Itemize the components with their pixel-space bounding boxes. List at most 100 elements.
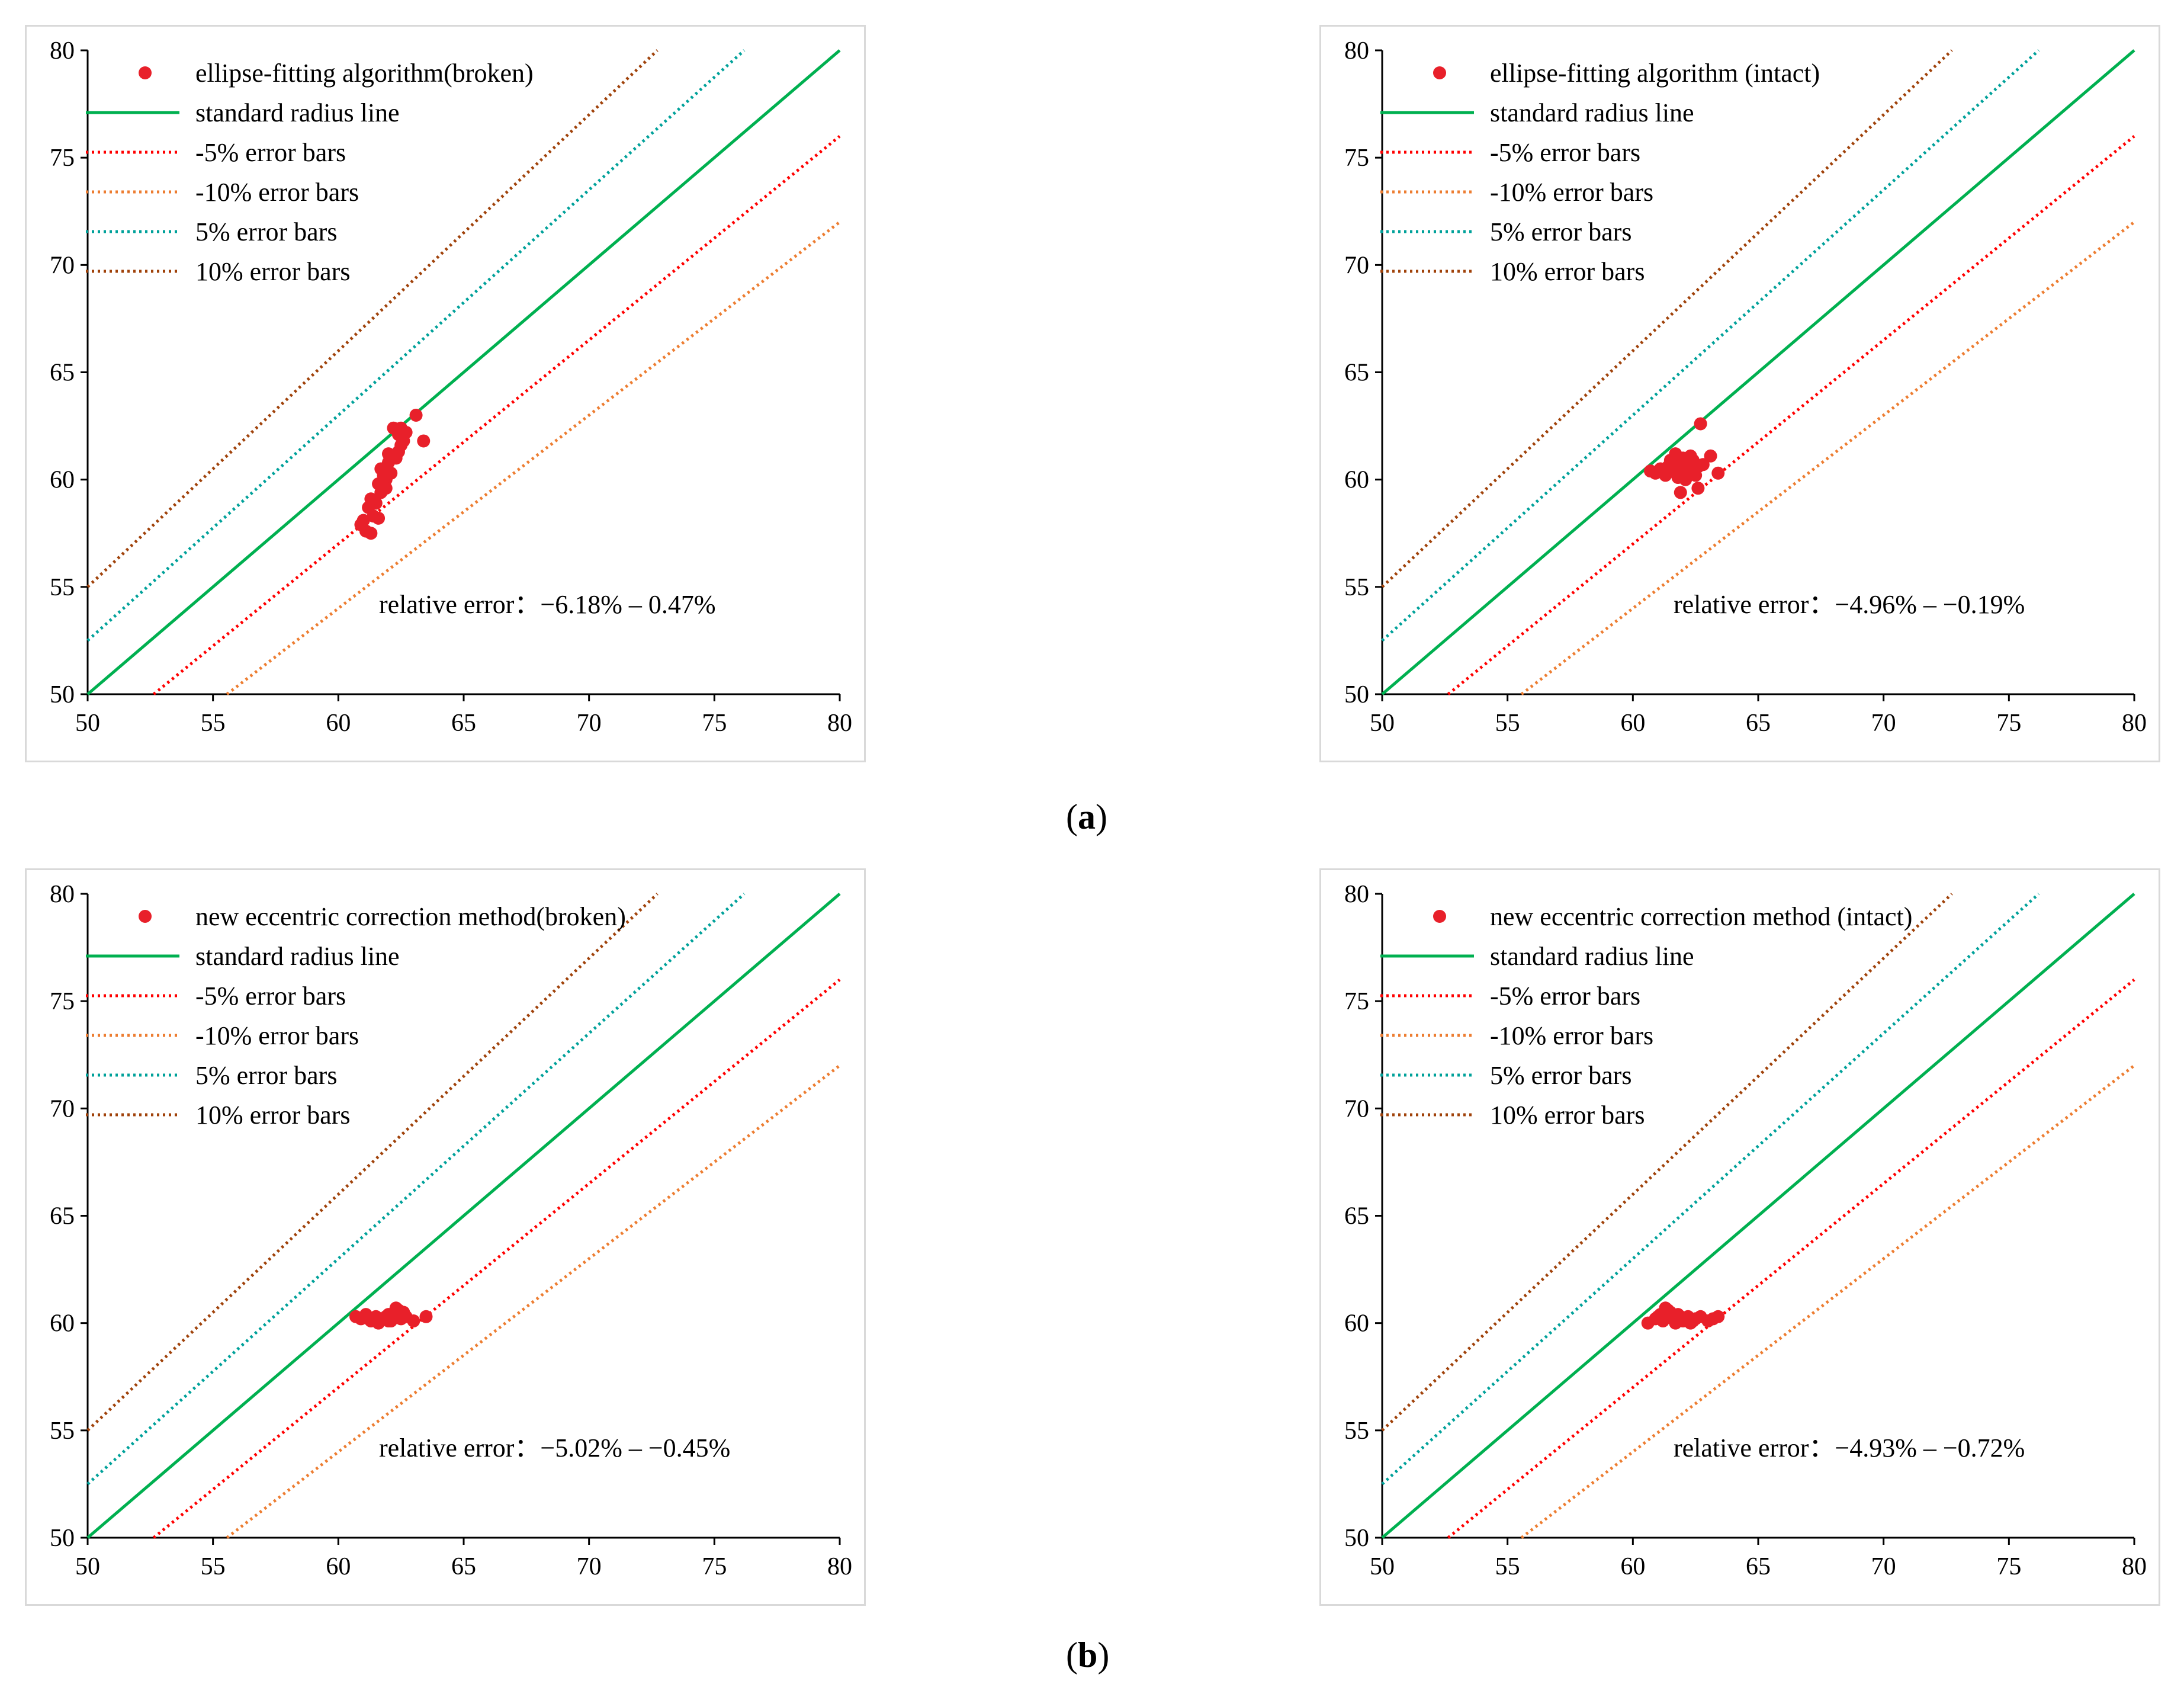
data-point bbox=[1711, 466, 1725, 480]
x-tick-label: 65 bbox=[451, 710, 476, 737]
legend-label: standard radius line bbox=[1490, 98, 1694, 127]
y-tick-label: 65 bbox=[1344, 1203, 1369, 1230]
legend-label: 10% error bars bbox=[1490, 1101, 1645, 1130]
y-tick-label: 65 bbox=[50, 1203, 75, 1230]
y-tick-label: 60 bbox=[50, 467, 75, 494]
x-tick-label: 75 bbox=[1996, 1553, 2021, 1580]
legend-label: -5% error bars bbox=[195, 981, 346, 1011]
relative-error-annotation: relative error：−4.93% – −0.72% bbox=[1674, 1433, 2025, 1462]
legend-marker bbox=[1433, 66, 1446, 79]
y-tick-label: 60 bbox=[1344, 467, 1369, 494]
x-tick-label: 65 bbox=[451, 1553, 476, 1580]
series-line-standard-radius-line bbox=[86, 893, 841, 1539]
x-tick-label: 75 bbox=[1996, 710, 2021, 737]
series-line--10-error-bars bbox=[1520, 1064, 2135, 1539]
data-point bbox=[1679, 473, 1692, 486]
chart-svg: 50 55 60 65 70 75 80 50 55 60 65 70 75 80 new eccentri… bbox=[50, 881, 852, 1580]
chart-panel-a-intact: 50 55 60 65 70 75 80 50 55 60 65 70 75 80 ellipse-fitt… bbox=[1319, 25, 2160, 762]
y-tick-label: 80 bbox=[1344, 881, 1369, 908]
series-line--10-error-bars bbox=[226, 1064, 841, 1539]
y-tick-label: 75 bbox=[50, 145, 75, 172]
x-tick-label: 75 bbox=[702, 710, 727, 737]
series-line-5-error-bars bbox=[86, 49, 746, 642]
legend-label: ellipse-fitting algorithm (intact) bbox=[1490, 59, 1820, 88]
legend-label: new eccentric correction method(broken) bbox=[195, 902, 626, 931]
series-line-5-error-bars bbox=[86, 893, 746, 1486]
series-line-5-error-bars bbox=[1381, 49, 2040, 642]
legend-label: -10% error bars bbox=[195, 1021, 359, 1050]
legend-label: 10% error bars bbox=[195, 257, 350, 286]
series-line-10-error-bars bbox=[1381, 893, 1953, 1432]
y-tick-label: 70 bbox=[50, 1095, 75, 1122]
legend-label: -5% error bars bbox=[1490, 981, 1640, 1011]
x-tick-label: 80 bbox=[2122, 710, 2147, 737]
data-point bbox=[364, 527, 378, 540]
data-point bbox=[1711, 1310, 1725, 1323]
data-point bbox=[1663, 1306, 1677, 1319]
data-point bbox=[379, 482, 393, 495]
x-tick-label: 70 bbox=[1871, 1553, 1896, 1580]
series-line-10-error-bars bbox=[86, 49, 659, 588]
relative-error-annotation: relative error：−6.18% – 0.47% bbox=[379, 590, 716, 619]
data-point bbox=[1669, 1316, 1682, 1330]
data-point bbox=[1704, 449, 1717, 463]
series-line-standard-radius-line bbox=[86, 49, 841, 695]
y-tick-label: 50 bbox=[50, 681, 75, 708]
legend-label: -10% error bars bbox=[1490, 178, 1653, 207]
y-tick-label: 70 bbox=[1344, 1095, 1369, 1122]
x-tick-label: 50 bbox=[1370, 710, 1395, 737]
data-point bbox=[417, 434, 431, 448]
legend-label: standard radius line bbox=[195, 942, 400, 971]
legend-label: new eccentric correction method (intact) bbox=[1490, 902, 1912, 931]
legend-label: -5% error bars bbox=[1490, 138, 1640, 167]
data-point bbox=[379, 1310, 393, 1323]
data-point bbox=[1656, 464, 1670, 478]
figure-label-b: (b) bbox=[1066, 1635, 1110, 1675]
x-tick-label: 50 bbox=[75, 710, 100, 737]
y-tick-label: 50 bbox=[1344, 681, 1369, 708]
legend-label: ellipse-fitting algorithm(broken) bbox=[195, 59, 534, 88]
x-tick-label: 60 bbox=[326, 710, 351, 737]
figure-label-a: (a) bbox=[1066, 797, 1107, 836]
data-point bbox=[364, 492, 378, 506]
y-tick-label: 80 bbox=[50, 881, 75, 908]
data-point bbox=[399, 1310, 413, 1323]
legend-label: 5% error bars bbox=[1490, 217, 1631, 246]
legend-label: standard radius line bbox=[1490, 942, 1694, 971]
x-tick-label: 65 bbox=[1746, 710, 1771, 737]
legend-label: -10% error bars bbox=[195, 178, 359, 207]
chart-svg: 50 55 60 65 70 75 80 50 55 60 65 70 75 80 new eccentri… bbox=[1344, 881, 2147, 1580]
data-point bbox=[1674, 486, 1687, 499]
x-tick-label: 70 bbox=[577, 710, 602, 737]
data-point bbox=[1691, 482, 1705, 495]
x-tick-label: 55 bbox=[201, 710, 226, 737]
y-tick-label: 55 bbox=[50, 1417, 75, 1445]
data-point bbox=[356, 514, 370, 527]
y-tick-label: 55 bbox=[50, 574, 75, 601]
x-tick-label: 80 bbox=[827, 710, 852, 737]
legend-label: standard radius line bbox=[195, 98, 400, 127]
y-tick-label: 60 bbox=[50, 1310, 75, 1337]
chart-svg: 50 55 60 65 70 75 80 50 55 60 65 70 75 80 ellipse-fitt… bbox=[50, 37, 852, 737]
y-tick-label: 80 bbox=[50, 37, 75, 65]
y-tick-label: 60 bbox=[1344, 1310, 1369, 1337]
relative-error-annotation: relative error：−4.96% – −0.19% bbox=[1674, 590, 2025, 619]
y-tick-label: 65 bbox=[50, 360, 75, 387]
legend-label: -5% error bars bbox=[195, 138, 346, 167]
legend-label: 10% error bars bbox=[1490, 257, 1645, 286]
chart-panel-b-intact: 50 55 60 65 70 75 80 50 55 60 65 70 75 80 new eccentri… bbox=[1319, 868, 2160, 1606]
x-tick-label: 70 bbox=[577, 1553, 602, 1580]
y-tick-label: 70 bbox=[50, 252, 75, 279]
data-point bbox=[1651, 1310, 1665, 1323]
chart-panel-b-broken: 50 55 60 65 70 75 80 50 55 60 65 70 75 80 new eccentri… bbox=[25, 868, 866, 1606]
x-tick-label: 50 bbox=[1370, 1553, 1395, 1580]
series-line--10-error-bars bbox=[226, 220, 841, 695]
data-point bbox=[409, 408, 423, 422]
data-point bbox=[394, 421, 408, 435]
series-line-standard-radius-line bbox=[1381, 49, 2135, 695]
data-point bbox=[372, 511, 386, 525]
y-tick-label: 50 bbox=[50, 1525, 75, 1552]
x-tick-label: 50 bbox=[75, 1553, 100, 1580]
x-tick-label: 55 bbox=[1495, 1553, 1520, 1580]
x-tick-label: 75 bbox=[702, 1553, 727, 1580]
